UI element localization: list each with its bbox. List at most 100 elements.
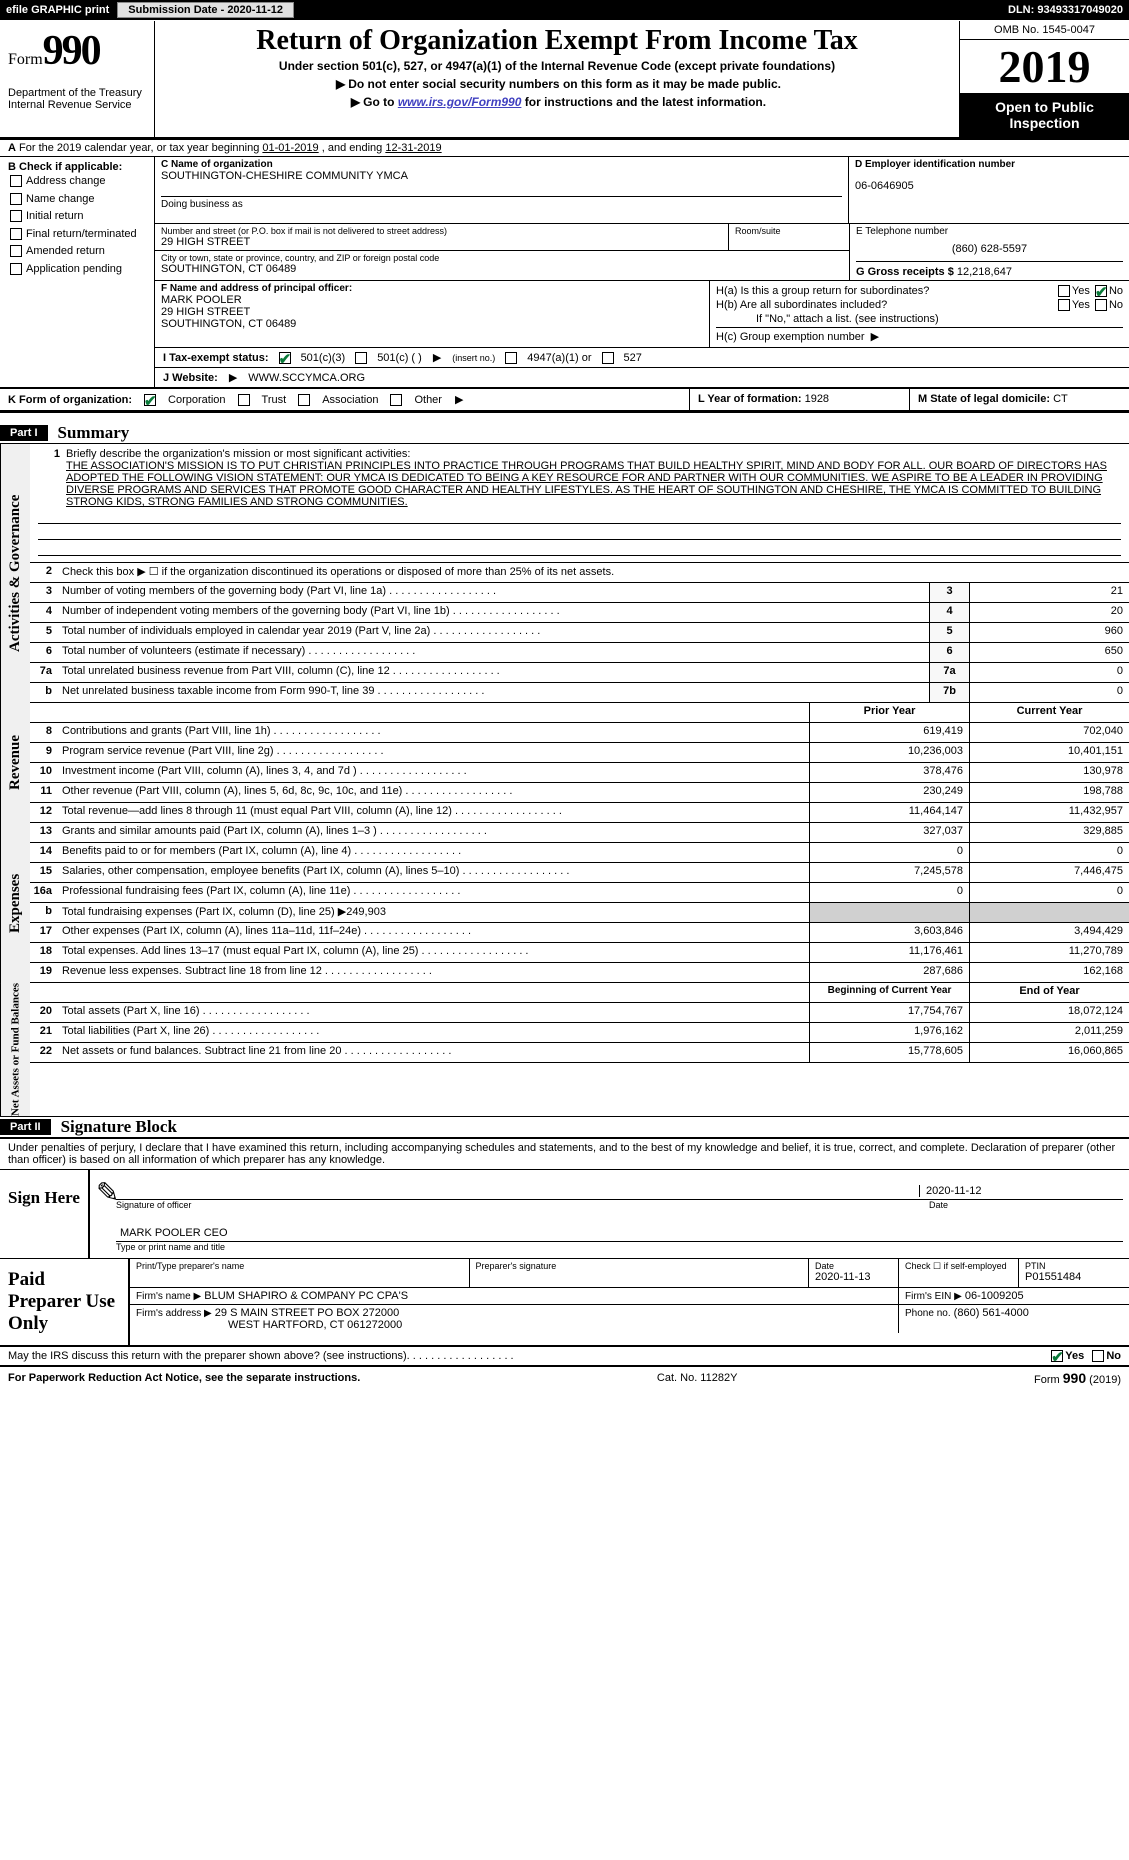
year-formation-cell: L Year of formation: 1928 bbox=[689, 389, 909, 410]
line-2: 2 Check this box ▶ ☐ if the organization… bbox=[30, 563, 1129, 583]
department-text: Department of the Treasury Internal Reve… bbox=[8, 87, 146, 111]
preparer-date: 2020-11-13 bbox=[815, 1271, 892, 1283]
side-label-expenses: Expenses bbox=[0, 823, 30, 983]
klm-row: K Form of organization: Corporation Trus… bbox=[0, 388, 1129, 413]
discuss-row: May the IRS discuss this return with the… bbox=[0, 1347, 1129, 1367]
form-instr-2: Go to www.irs.gov/Form990 for instructio… bbox=[165, 95, 949, 109]
paid-preparer-label: Paid Preparer Use Only bbox=[0, 1259, 130, 1345]
top-bar: efile GRAPHIC print Submission Date - 20… bbox=[0, 0, 1129, 21]
firm-name: BLUM SHAPIRO & COMPANY PC CPA'S bbox=[204, 1290, 408, 1302]
self-employed-check[interactable]: Check ☐ if self-employed bbox=[899, 1259, 1019, 1287]
sign-here-label: Sign Here bbox=[0, 1170, 90, 1258]
k-corp-checkbox[interactable] bbox=[144, 394, 156, 406]
mission-text: THE ASSOCIATION'S MISSION IS TO PUT CHRI… bbox=[38, 460, 1121, 508]
line-9: 9Program service revenue (Part VIII, lin… bbox=[30, 743, 1129, 763]
entity-info-section: B Check if applicable: Address change Na… bbox=[0, 157, 1129, 388]
check-final-return[interactable]: Final return/terminated bbox=[8, 226, 146, 244]
signature-caret-icon: ✎ bbox=[96, 1176, 116, 1252]
firm-address-2: WEST HARTFORD, CT 061272000 bbox=[136, 1319, 892, 1331]
paid-preparer-block: Paid Preparer Use Only Print/Type prepar… bbox=[0, 1259, 1129, 1347]
status-4947-checkbox[interactable] bbox=[505, 352, 517, 364]
check-name-change[interactable]: Name change bbox=[8, 191, 146, 209]
tax-year: 2019 bbox=[960, 40, 1129, 93]
header-right: OMB No. 1545-0047 2019 Open to Public In… bbox=[959, 21, 1129, 137]
dln-label: DLN: 93493317049020 bbox=[1008, 4, 1123, 16]
line-13: 13Grants and similar amounts paid (Part … bbox=[30, 823, 1129, 843]
ha-yes-checkbox[interactable] bbox=[1058, 285, 1070, 297]
side-label-netassets: Net Assets or Fund Balances bbox=[0, 983, 30, 1116]
hb-no-checkbox[interactable] bbox=[1095, 299, 1107, 311]
line-3: 3Number of voting members of the governi… bbox=[30, 583, 1129, 603]
form-number-block: Form990 bbox=[8, 27, 146, 75]
org-name-cell: C Name of organization SOUTHINGTON-CHESH… bbox=[155, 157, 849, 223]
ha-no-checkbox[interactable] bbox=[1095, 285, 1107, 297]
form-subtitle: Under section 501(c), 527, or 4947(a)(1)… bbox=[165, 59, 949, 73]
officer-name: MARK POOLER bbox=[161, 294, 703, 306]
line-10: 10Investment income (Part VIII, column (… bbox=[30, 763, 1129, 783]
line-16a: 16aProfessional fundraising fees (Part I… bbox=[30, 883, 1129, 903]
line-16b: b Total fundraising expenses (Part IX, c… bbox=[30, 903, 1129, 923]
discuss-yes-checkbox[interactable] bbox=[1051, 1350, 1063, 1362]
check-initial-return[interactable]: Initial return bbox=[8, 208, 146, 226]
officer-print-name: MARK POOLER CEO bbox=[120, 1227, 1119, 1239]
year-header-row: Prior Year Current Year bbox=[30, 703, 1129, 723]
form-instr-1: Do not enter social security numbers on … bbox=[165, 77, 949, 91]
form-number: 990 bbox=[43, 28, 100, 74]
side-label-governance: Activities & Governance bbox=[0, 444, 30, 703]
net-header-row: Beginning of Current Year End of Year bbox=[30, 983, 1129, 1003]
form-header: Form990 Department of the Treasury Inter… bbox=[0, 21, 1129, 140]
form-title: Return of Organization Exempt From Incom… bbox=[165, 25, 949, 57]
page-footer: For Paperwork Reduction Act Notice, see … bbox=[0, 1367, 1129, 1389]
omb-number: OMB No. 1545-0047 bbox=[960, 21, 1129, 40]
org-name: SOUTHINGTON-CHESHIRE COMMUNITY YMCA bbox=[161, 170, 842, 182]
line-15: 15Salaries, other compensation, employee… bbox=[30, 863, 1129, 883]
part-1-header: Part I Summary bbox=[0, 423, 1129, 444]
telephone-value: (860) 628-5597 bbox=[856, 243, 1123, 255]
line-5: 5Total number of individuals employed in… bbox=[30, 623, 1129, 643]
line-18: 18Total expenses. Add lines 13–17 (must … bbox=[30, 943, 1129, 963]
mission-cell: 1Briefly describe the organization's mis… bbox=[30, 444, 1129, 563]
ein-cell: D Employer identification number 06-0646… bbox=[849, 157, 1129, 223]
k-assoc-checkbox[interactable] bbox=[298, 394, 310, 406]
line-12: 12Total revenue—add lines 8 through 11 (… bbox=[30, 803, 1129, 823]
line-7b: bNet unrelated business taxable income f… bbox=[30, 683, 1129, 703]
officer-street: 29 HIGH STREET bbox=[161, 306, 703, 318]
status-501c3-checkbox[interactable] bbox=[279, 352, 291, 364]
k-trust-checkbox[interactable] bbox=[238, 394, 250, 406]
line-20: 20Total assets (Part X, line 16)17,754,7… bbox=[30, 1003, 1129, 1023]
efile-label: efile GRAPHIC print bbox=[6, 4, 109, 16]
line-17: 17Other expenses (Part IX, column (A), l… bbox=[30, 923, 1129, 943]
line-22: 22Net assets or fund balances. Subtract … bbox=[30, 1043, 1129, 1063]
address-cell: Number and street (or P.O. box if mail i… bbox=[155, 224, 849, 280]
street-address: 29 HIGH STREET bbox=[161, 236, 722, 248]
line-11: 11Other revenue (Part VIII, column (A), … bbox=[30, 783, 1129, 803]
line-6: 6Total number of volunteers (estimate if… bbox=[30, 643, 1129, 663]
instructions-link[interactable]: www.irs.gov/Form990 bbox=[398, 95, 522, 109]
ptin-value: P01551484 bbox=[1025, 1271, 1123, 1283]
officer-cell: F Name and address of principal officer:… bbox=[155, 281, 709, 347]
check-application-pending[interactable]: Application pending bbox=[8, 261, 146, 279]
group-return-cell: H(a) Is this a group return for subordin… bbox=[709, 281, 1129, 347]
check-amended-return[interactable]: Amended return bbox=[8, 243, 146, 261]
line-19: 19Revenue less expenses. Subtract line 1… bbox=[30, 963, 1129, 983]
check-address-change[interactable]: Address change bbox=[8, 173, 146, 191]
line-7a: 7aTotal unrelated business revenue from … bbox=[30, 663, 1129, 683]
side-label-revenue: Revenue bbox=[0, 703, 30, 823]
discuss-no-checkbox[interactable] bbox=[1092, 1350, 1104, 1362]
submission-date-button[interactable]: Submission Date - 2020-11-12 bbox=[117, 2, 294, 18]
column-b-checkboxes: B Check if applicable: Address change Na… bbox=[0, 157, 155, 387]
form-of-org-cell: K Form of organization: Corporation Trus… bbox=[0, 389, 689, 410]
public-inspection-badge: Open to Public Inspection bbox=[960, 93, 1129, 137]
hb-yes-checkbox[interactable] bbox=[1058, 299, 1070, 311]
activities-governance-section: Activities & Governance 1Briefly describ… bbox=[0, 444, 1129, 703]
k-other-checkbox[interactable] bbox=[390, 394, 402, 406]
status-527-checkbox[interactable] bbox=[602, 352, 614, 364]
firm-phone: (860) 561-4000 bbox=[954, 1307, 1029, 1319]
ein-value: 06-0646905 bbox=[855, 180, 1123, 192]
net-assets-section: Net Assets or Fund Balances Beginning of… bbox=[0, 983, 1129, 1117]
row-a-tax-year: A For the 2019 calendar year, or tax yea… bbox=[0, 140, 1129, 157]
status-501c-checkbox[interactable] bbox=[355, 352, 367, 364]
line-14: 14Benefits paid to or for members (Part … bbox=[30, 843, 1129, 863]
part-2-header: Part II Signature Block bbox=[0, 1117, 1129, 1138]
line-21: 21Total liabilities (Part X, line 26)1,9… bbox=[30, 1023, 1129, 1043]
